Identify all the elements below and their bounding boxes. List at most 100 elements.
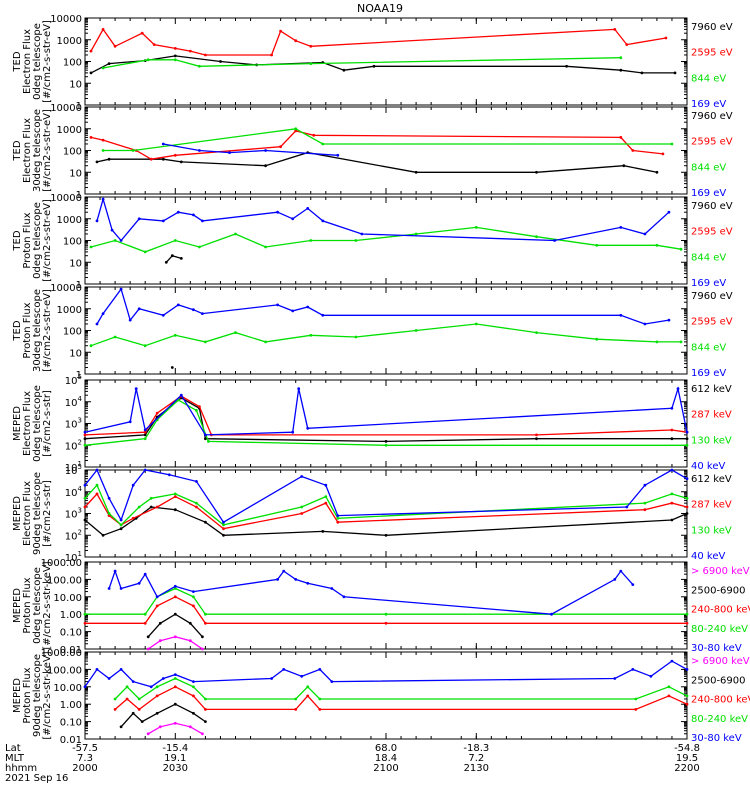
data-point bbox=[137, 217, 141, 221]
data-point bbox=[198, 245, 201, 249]
legend-entry: 169 eV bbox=[691, 368, 726, 379]
legend-entry: 240-800 keV bbox=[691, 695, 750, 706]
data-point bbox=[140, 31, 144, 35]
data-point bbox=[131, 149, 135, 152]
footer-mlt-value: 7.3 bbox=[77, 753, 93, 764]
data-point bbox=[619, 136, 623, 139]
y-tick-label: 0.01 bbox=[60, 645, 82, 656]
data-point bbox=[634, 697, 638, 701]
data-point bbox=[204, 720, 207, 723]
data-point bbox=[294, 39, 298, 43]
y-tick-label: 104 bbox=[65, 395, 83, 409]
footer-mlt-value: 19.5 bbox=[676, 753, 698, 764]
data-point bbox=[318, 708, 322, 711]
data-point bbox=[173, 685, 177, 689]
data-point bbox=[198, 405, 201, 408]
data-point bbox=[173, 702, 177, 706]
data-point bbox=[173, 635, 177, 639]
data-point bbox=[113, 239, 117, 242]
data-point bbox=[137, 708, 141, 711]
footer-mlt-value: 18.4 bbox=[375, 753, 397, 764]
data-point bbox=[107, 677, 111, 680]
legend-entry: 612 keV bbox=[691, 384, 732, 395]
data-point bbox=[312, 133, 316, 137]
data-point bbox=[670, 659, 674, 663]
y-tick-label: 103 bbox=[65, 417, 82, 431]
series-4 bbox=[95, 196, 671, 242]
data-point bbox=[101, 533, 105, 537]
series-3 bbox=[83, 398, 689, 447]
footer-label-mlt: MLT bbox=[5, 753, 25, 764]
y-tick-label: 105 bbox=[65, 463, 82, 477]
data-point bbox=[324, 483, 328, 487]
y-tick-label: 1000 bbox=[57, 305, 82, 316]
data-point bbox=[414, 170, 418, 174]
data-point bbox=[321, 219, 325, 223]
y-tick-exponent: 4 bbox=[78, 485, 83, 493]
data-point bbox=[685, 437, 689, 441]
data-point bbox=[146, 635, 150, 639]
panel-frame bbox=[84, 106, 688, 195]
data-point bbox=[83, 437, 87, 441]
y-tick-label: 0.10 bbox=[60, 628, 82, 639]
data-point bbox=[95, 468, 99, 472]
data-point bbox=[309, 333, 313, 337]
data-point bbox=[613, 28, 617, 31]
data-point bbox=[173, 239, 177, 242]
data-point bbox=[336, 153, 340, 157]
legend-entry: 2500-6900 bbox=[691, 675, 746, 686]
footer-mlt-value: 7.2 bbox=[468, 753, 484, 764]
panel-4: 1 10 100 1000 10000 TED Proton Flux 30deg teles… bbox=[12, 283, 733, 381]
y-axis-label: MEPED bbox=[12, 496, 23, 531]
data-point bbox=[384, 621, 388, 625]
series-1 bbox=[170, 366, 174, 369]
data-point bbox=[318, 697, 322, 701]
legend-entry: 130 keV bbox=[691, 435, 732, 446]
series-3 bbox=[113, 685, 689, 711]
data-point bbox=[198, 149, 201, 152]
data-point bbox=[535, 235, 538, 239]
data-point bbox=[619, 56, 623, 60]
y-axis-label: 90deg telescope bbox=[32, 654, 43, 737]
data-point bbox=[676, 387, 680, 391]
y-tick-label: 100.00 bbox=[47, 665, 82, 676]
data-point bbox=[195, 480, 198, 483]
data-point bbox=[155, 711, 159, 715]
series-line bbox=[96, 151, 658, 173]
data-point bbox=[173, 612, 177, 616]
data-point bbox=[146, 647, 150, 651]
data-point bbox=[264, 340, 267, 344]
data-point bbox=[101, 138, 105, 142]
y-tick-label: 100 bbox=[63, 58, 82, 69]
data-point bbox=[188, 639, 192, 643]
data-point bbox=[179, 393, 183, 397]
data-point bbox=[619, 68, 623, 72]
data-point bbox=[173, 677, 177, 680]
y-tick-exponent: 3 bbox=[78, 507, 82, 515]
data-point bbox=[643, 508, 647, 512]
y-axis-label: 0deg telescope bbox=[32, 23, 43, 100]
y-tick-label: 1000.00 bbox=[41, 648, 82, 659]
y-axis-label: [#/cm2-s-str] bbox=[42, 480, 53, 547]
series-2 bbox=[89, 28, 668, 57]
legend-entry: 80-240 keV bbox=[691, 714, 748, 725]
data-point bbox=[113, 44, 117, 48]
data-point bbox=[192, 213, 195, 217]
data-point bbox=[222, 523, 225, 527]
data-point bbox=[309, 62, 313, 65]
data-point bbox=[140, 720, 144, 723]
series-1 bbox=[146, 721, 204, 736]
data-point bbox=[119, 587, 123, 590]
data-point bbox=[330, 587, 334, 590]
data-point bbox=[670, 518, 674, 522]
data-point bbox=[155, 604, 159, 608]
y-axis-label: MEPED bbox=[12, 588, 23, 623]
y-axis-label: [#/cm2-s-str-eV] bbox=[42, 109, 53, 192]
data-point bbox=[158, 621, 162, 625]
data-point bbox=[173, 584, 177, 588]
y-tick-label: 10000 bbox=[50, 283, 82, 294]
series-4 bbox=[113, 677, 689, 701]
chart-title: NOAA19 bbox=[357, 2, 403, 15]
data-point bbox=[179, 160, 183, 164]
